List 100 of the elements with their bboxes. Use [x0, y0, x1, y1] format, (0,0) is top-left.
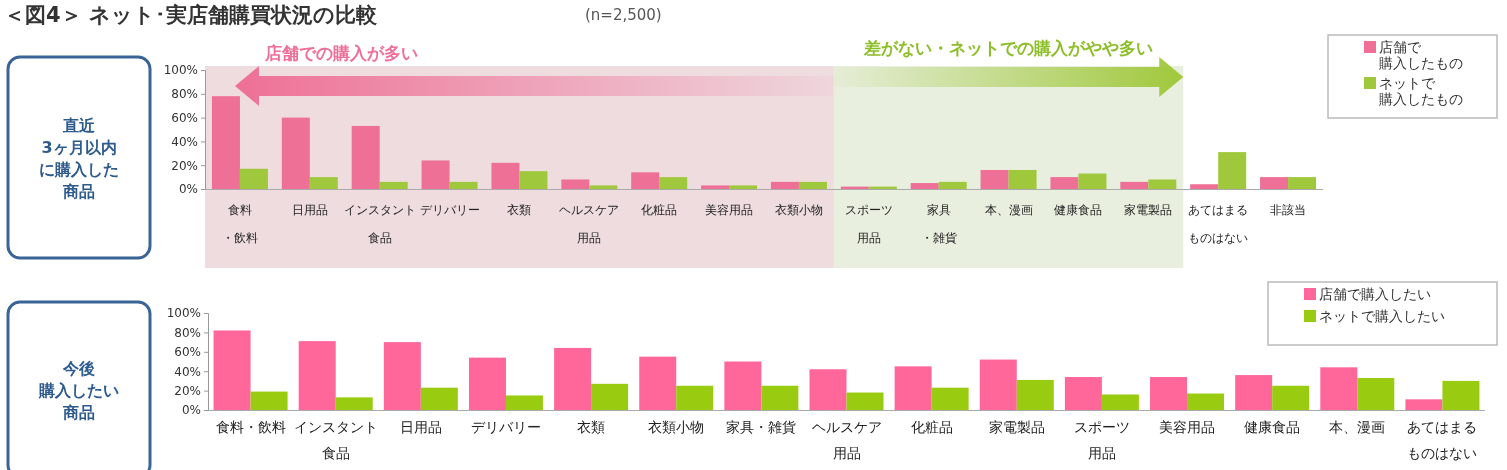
x-tick-label: 本、漫画 [984, 203, 1033, 217]
x-tick-label: 衣類小物 [774, 203, 823, 217]
x-tick-label: スポーツ用品 [1073, 419, 1130, 461]
y-tick-label: 20% [174, 383, 201, 398]
y-tick-label: 80% [171, 87, 198, 102]
bar [1442, 380, 1480, 410]
x-tick-label: 非該当 [1270, 203, 1307, 217]
x-tick-label: 食料・飲料 [221, 203, 258, 245]
x-tick-label: ヘルスケア用品 [559, 203, 620, 245]
text: 直近3ヶ月以内に購入した商品 [39, 115, 119, 201]
bar [639, 356, 677, 410]
y-tick-label: 20% [171, 158, 198, 173]
bar [1150, 377, 1188, 410]
bar [591, 383, 629, 410]
bar [351, 125, 380, 189]
y-tick-label: 0% [178, 182, 198, 197]
chart-subtitle: (n=2,500) [585, 6, 662, 24]
x-tick-label: 本、漫画 [1329, 419, 1386, 435]
band-label: 店舗での購入が多い [264, 43, 418, 63]
bar [761, 385, 799, 410]
bar [383, 342, 421, 410]
bar [211, 96, 240, 189]
bar [979, 359, 1017, 410]
bar [1320, 367, 1358, 410]
y-tick-label: 60% [174, 345, 201, 360]
bar [309, 177, 338, 189]
x-tick-label: インスタント食品 [293, 419, 378, 461]
legend-label: 店舗で購入したい [1319, 286, 1431, 302]
x-tick-label: 衣類 [507, 203, 532, 217]
x-tick-label: 家電製品 [988, 419, 1045, 435]
legend-label: ネットで購入したもの [1379, 75, 1463, 107]
x-tick-label: 食料・飲料 [215, 419, 286, 435]
bar [659, 177, 688, 189]
x-tick-label: 日用品 [291, 203, 328, 217]
bar [1187, 393, 1225, 410]
x-tick-label: 美容用品 [705, 203, 754, 217]
x-tick-label: あてはまるものはない [1407, 419, 1478, 461]
x-tick-label: 美容用品 [1159, 419, 1216, 435]
bar [1008, 169, 1037, 189]
bar [1235, 375, 1273, 410]
bar [421, 160, 450, 189]
bar [281, 117, 310, 189]
bar [1120, 181, 1149, 189]
x-tick-label: 家具・雑貨 [920, 203, 957, 245]
x-tick-label: あてはまるものはない [1188, 203, 1249, 245]
x-tick-label: 衣類 [577, 419, 606, 435]
bar [505, 395, 543, 410]
bar [894, 366, 932, 410]
x-tick-label: デリバリー [470, 419, 541, 435]
band-label: 差がない・ネットでの購入がやや多い [863, 38, 1154, 58]
y-tick-label: 0% [181, 403, 201, 418]
bar [1357, 377, 1395, 410]
x-tick-label: 日用品 [399, 419, 442, 435]
bar [335, 397, 373, 410]
x-tick-label: 家具・雑貨 [726, 419, 797, 435]
bar [298, 341, 336, 410]
x-tick-label: 衣類小物 [648, 419, 705, 435]
bar [561, 179, 590, 189]
bar [468, 357, 506, 410]
bar [239, 168, 268, 189]
text: 今後購入したい商品 [38, 358, 119, 422]
bar [724, 361, 762, 410]
bar [519, 171, 548, 189]
bar [589, 185, 618, 189]
y-tick-label: 60% [171, 110, 198, 125]
x-tick-label: ヘルスケア用品 [811, 419, 882, 461]
bar [420, 387, 458, 410]
bar [449, 181, 478, 189]
bar [846, 392, 884, 410]
legend-label: ネットで購入したい [1319, 308, 1445, 324]
y-tick-label: 80% [174, 325, 201, 340]
bar [1148, 179, 1177, 189]
bar [938, 181, 967, 189]
bar [1064, 377, 1102, 410]
y-tick-label: 100% [163, 63, 198, 78]
bar [701, 185, 730, 189]
x-tick-label: 化粧品 [641, 203, 678, 217]
bar [554, 347, 592, 410]
bar [1190, 184, 1219, 189]
bar [809, 369, 847, 410]
bar [250, 391, 288, 410]
y-tick-label: 40% [174, 364, 201, 379]
bar [910, 183, 939, 189]
bar [491, 162, 520, 189]
y-tick-label: 40% [171, 134, 198, 149]
bar [1260, 177, 1289, 189]
bar [1218, 152, 1247, 189]
bar [1050, 177, 1079, 189]
legend-label: 店舗で購入したもの [1379, 39, 1463, 71]
x-tick-label: 健康食品 [1244, 419, 1301, 435]
x-tick-label: スポーツ用品 [844, 203, 893, 245]
bar [1288, 177, 1317, 189]
x-tick-label: 健康食品 [1054, 203, 1103, 217]
x-tick-label: デリバリー [419, 203, 480, 217]
x-tick-label: 化粧品 [910, 419, 953, 435]
bar [676, 385, 714, 410]
bar [770, 181, 799, 189]
bar [631, 172, 660, 189]
x-tick-label: インスタント食品 [343, 203, 416, 245]
chart-title: ＜図4＞ ネット･実店舗購買状況の比較 [4, 3, 378, 27]
